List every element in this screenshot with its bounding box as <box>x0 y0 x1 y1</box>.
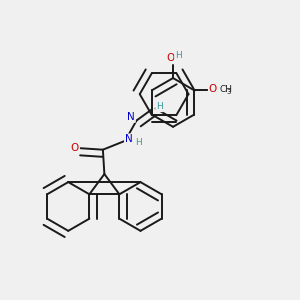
Text: O: O <box>70 143 79 153</box>
Text: O: O <box>209 84 217 94</box>
Text: H: H <box>156 102 163 111</box>
Text: N: N <box>125 134 133 144</box>
Text: CH: CH <box>219 85 232 94</box>
Text: H: H <box>135 138 142 147</box>
Text: N: N <box>127 112 135 122</box>
Text: H: H <box>175 51 182 60</box>
Text: 3: 3 <box>227 89 231 95</box>
Text: O: O <box>166 53 174 64</box>
